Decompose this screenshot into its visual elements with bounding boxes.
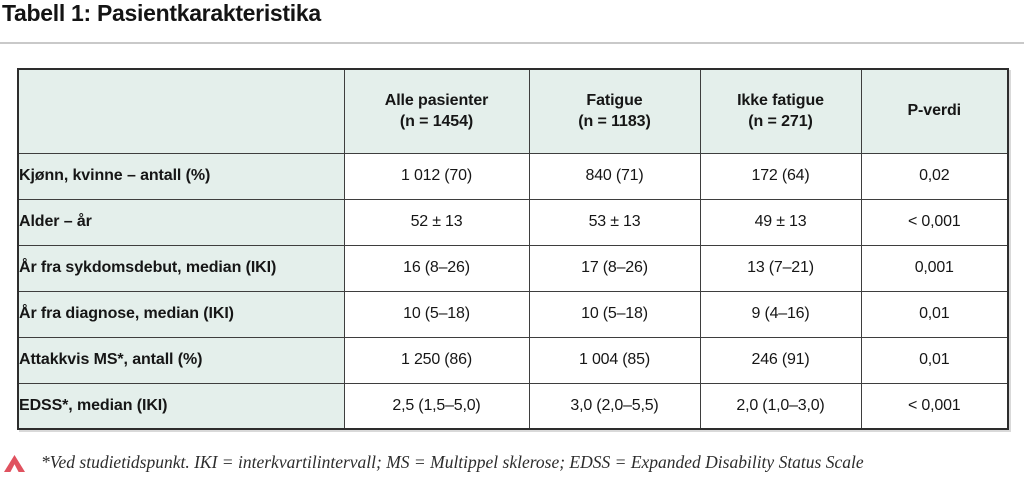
cell-value: 2,5 (1,5–5,0) bbox=[343, 382, 530, 430]
cell-value: 0,02 bbox=[860, 152, 1009, 200]
cell-value: 10 (5–18) bbox=[528, 290, 701, 338]
column-header-line1: Ikke fatigue bbox=[737, 91, 824, 109]
cell-value: 1 250 (86) bbox=[343, 336, 530, 384]
table-row: År fra diagnose, median (IKI) 10 (5–18) … bbox=[17, 290, 1009, 338]
row-label: EDSS*, median (IKI) bbox=[17, 382, 345, 430]
patient-characteristics-table: Alle pasienter (n = 1454) Fatigue (n = 1… bbox=[17, 68, 1009, 430]
cell-value: < 0,001 bbox=[860, 198, 1009, 246]
column-header-line1: P-verdi bbox=[907, 102, 962, 120]
cell-value: 53 ± 13 bbox=[528, 198, 701, 246]
cell-value: 13 (7–21) bbox=[699, 244, 862, 292]
cell-value: 16 (8–26) bbox=[343, 244, 530, 292]
table-row: Alder – år 52 ± 13 53 ± 13 49 ± 13 < 0,0… bbox=[17, 198, 1009, 246]
column-header-ikke-fatigue: Ikke fatigue (n = 271) bbox=[699, 68, 862, 154]
footnote: *Ved studietidspunkt. IKI = interkvartil… bbox=[4, 452, 1018, 477]
table-row: EDSS*, median (IKI) 2,5 (1,5–5,0) 3,0 (2… bbox=[17, 382, 1009, 430]
corner-cell bbox=[17, 68, 345, 154]
cell-value: 52 ± 13 bbox=[343, 198, 530, 246]
column-header-line2: (n = 1183) bbox=[578, 113, 651, 131]
table-row: År fra sykdomsdebut, median (IKI) 16 (8–… bbox=[17, 244, 1009, 292]
page-title: Tabell 1: Pasientkarakteristika bbox=[2, 0, 321, 26]
cell-value: 2,0 (1,0–3,0) bbox=[699, 382, 862, 430]
column-header-line2: (n = 271) bbox=[748, 113, 813, 131]
cell-value: 840 (71) bbox=[528, 152, 701, 200]
table-row: Attakkvis MS*, antall (%) 1 250 (86) 1 0… bbox=[17, 336, 1009, 384]
column-header-line1: Alle pasienter bbox=[384, 91, 489, 109]
column-header-alle-pasienter: Alle pasienter (n = 1454) bbox=[343, 68, 530, 154]
cell-value: 3,0 (2,0–5,5) bbox=[528, 382, 701, 430]
table-row: Kjønn, kvinne – antall (%) 1 012 (70) 84… bbox=[17, 152, 1009, 200]
column-header-line2: (n = 1454) bbox=[399, 113, 474, 131]
chevron-up-icon bbox=[4, 455, 25, 477]
cell-value: 246 (91) bbox=[699, 336, 862, 384]
cell-value: 0,001 bbox=[860, 244, 1009, 292]
cell-value: 1 012 (70) bbox=[343, 152, 530, 200]
cell-value: 1 004 (85) bbox=[528, 336, 701, 384]
column-header-p-verdi: P-verdi bbox=[860, 68, 1009, 154]
cell-value: 0,01 bbox=[860, 336, 1009, 384]
cell-value: < 0,001 bbox=[860, 382, 1009, 430]
row-label: Attakkvis MS*, antall (%) bbox=[17, 336, 345, 384]
row-label: Kjønn, kvinne – antall (%) bbox=[17, 152, 345, 200]
cell-value: 49 ± 13 bbox=[699, 198, 862, 246]
column-header-line1: Fatigue bbox=[586, 91, 643, 109]
row-label: Alder – år bbox=[17, 198, 345, 246]
footnote-text: *Ved studietidspunkt. IKI = interkvartil… bbox=[41, 452, 864, 472]
column-header-fatigue: Fatigue (n = 1183) bbox=[528, 68, 701, 154]
cell-value: 17 (8–26) bbox=[528, 244, 701, 292]
cell-value: 10 (5–18) bbox=[343, 290, 530, 338]
cell-value: 0,01 bbox=[860, 290, 1009, 338]
cell-value: 9 (4–16) bbox=[699, 290, 862, 338]
title-divider bbox=[0, 42, 1024, 44]
row-label: År fra sykdomsdebut, median (IKI) bbox=[17, 244, 345, 292]
row-label: År fra diagnose, median (IKI) bbox=[17, 290, 345, 338]
cell-value: 172 (64) bbox=[699, 152, 862, 200]
table-header-row: Alle pasienter (n = 1454) Fatigue (n = 1… bbox=[17, 68, 1009, 154]
patient-characteristics-table-wrap: Alle pasienter (n = 1454) Fatigue (n = 1… bbox=[17, 68, 1009, 430]
